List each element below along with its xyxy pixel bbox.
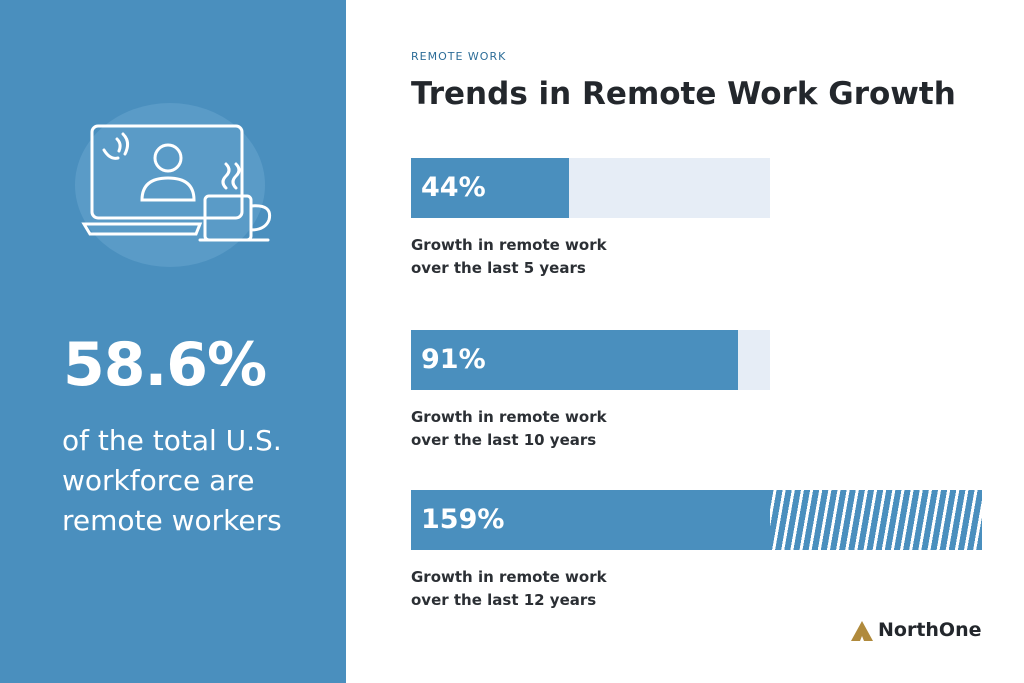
- value-label: 91%: [421, 344, 486, 375]
- bar: [411, 158, 569, 218]
- caption: Growth in remote work: [411, 568, 607, 586]
- caption: over the last 5 years: [411, 259, 586, 277]
- eyebrow: REMOTE WORK: [411, 50, 507, 63]
- bar: [411, 330, 738, 390]
- stat: 58.6%: [63, 330, 267, 400]
- value-label: 159%: [421, 504, 505, 535]
- caption: Growth in remote work: [411, 408, 607, 426]
- bar: [411, 490, 982, 550]
- logo: NorthOne: [878, 619, 982, 641]
- caption: over the last 12 years: [411, 591, 597, 609]
- stat-text: of the total U.S. workforce are remote w…: [62, 424, 282, 537]
- caption: over the last 10 years: [411, 431, 597, 449]
- left-panel: 58.6% of the total U.S. workforce are re…: [0, 0, 346, 683]
- remote-icon: [75, 103, 272, 267]
- value-label: 44%: [421, 172, 486, 203]
- title: Trends in Remote Work Growth: [411, 76, 956, 112]
- caption: Growth in remote work: [411, 236, 607, 254]
- logo-icon: [851, 621, 873, 641]
